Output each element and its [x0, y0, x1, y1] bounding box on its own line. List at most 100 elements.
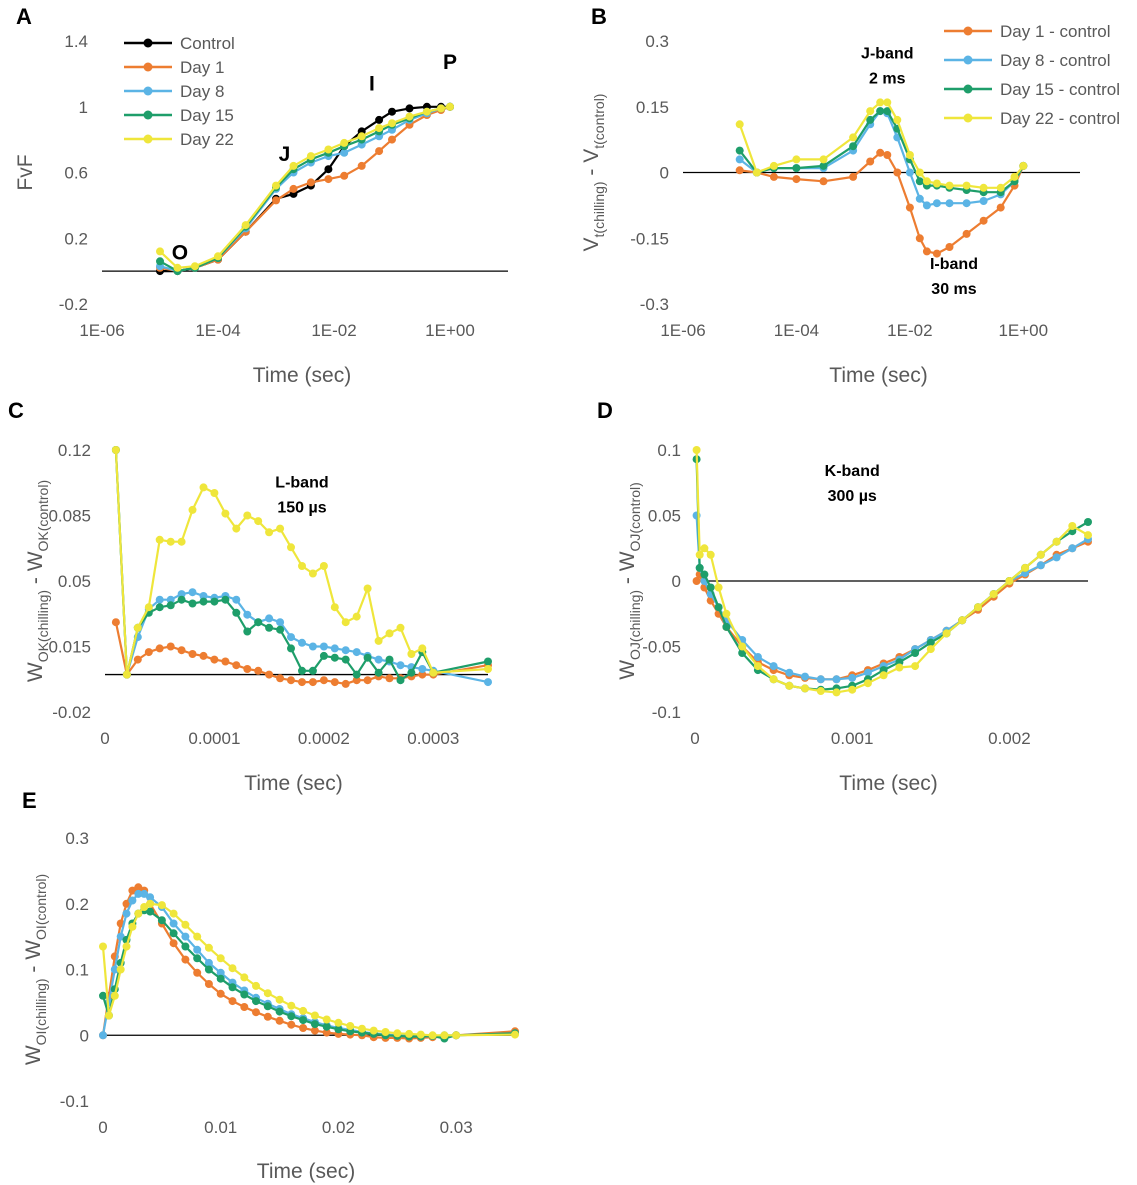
data-point-day8: [298, 638, 306, 647]
data-point-day22: [111, 446, 120, 454]
y-tick-label: -0.3: [640, 295, 669, 314]
panel-label: E: [22, 788, 37, 813]
data-point-day15: [819, 161, 828, 170]
y-axis-title-part: OJ(chilling): [627, 590, 643, 660]
data-point-day22: [240, 973, 249, 982]
x-tick-label: 0.0003: [407, 729, 459, 748]
data-point-day22: [306, 152, 315, 161]
series-group: [156, 102, 454, 276]
data-point-day22: [945, 181, 954, 190]
data-point-day1: [357, 161, 366, 170]
data-point-day1: [849, 172, 858, 181]
data-point-day1: [979, 216, 988, 225]
data-point-day22: [893, 115, 902, 124]
data-point-day22: [446, 102, 454, 111]
data-point-day8: [905, 168, 914, 177]
data-point-day1: [735, 166, 744, 175]
data-point-day8: [979, 197, 988, 205]
y-axis-title-part: OK(control): [35, 480, 51, 552]
data-point-day22: [1036, 550, 1045, 559]
data-point-day15: [883, 107, 892, 116]
data-point-day8: [735, 155, 744, 164]
x-axis-title: Time (sec): [257, 1160, 355, 1183]
data-point-day22: [876, 98, 885, 107]
data-point-day22: [816, 687, 825, 695]
data-point-day22: [769, 675, 778, 684]
y-tick-label: 0.05: [648, 507, 681, 526]
data-point-day1: [996, 203, 1005, 212]
y-tick-label: -0.02: [52, 703, 91, 722]
data-point-day8: [330, 644, 339, 653]
data-point-day22: [405, 1029, 414, 1038]
data-point-day22: [452, 1031, 461, 1040]
data-point-day1: [324, 175, 333, 184]
legend: Control Day 1 Day 8 Day 15 Day 22: [124, 34, 235, 149]
data-point-day22: [405, 112, 414, 121]
x-tick-label: 1E-02: [311, 321, 356, 340]
y-tick-label: -0.1: [652, 703, 681, 722]
y-tick-label: 0.12: [58, 441, 91, 460]
data-point-day1: [193, 968, 202, 977]
data-point-day15: [298, 666, 306, 675]
data-point-day15: [157, 916, 166, 925]
data-point-day15: [334, 1025, 343, 1034]
legend-label: Day 15 - control: [1000, 80, 1120, 99]
data-point-day15: [849, 142, 858, 151]
y-tick-label: 1.4: [64, 32, 88, 51]
x-tick-label: 1E-02: [887, 321, 932, 340]
y-tick-label: -0.1: [60, 1092, 89, 1111]
data-point-day1: [289, 184, 298, 193]
data-point-day1: [298, 678, 306, 687]
data-point-day15: [735, 146, 744, 155]
data-point-day8: [816, 675, 825, 684]
data-point-day1: [228, 997, 237, 1006]
data-point-day15: [240, 990, 249, 999]
data-point-control: [324, 165, 333, 174]
data-point-day15: [714, 603, 723, 612]
data-point-day8: [848, 673, 857, 682]
data-point-day8: [1068, 544, 1077, 553]
data-point-day22: [133, 623, 142, 632]
data-point-day8: [232, 595, 241, 604]
data-point-day22: [173, 263, 182, 272]
panel-label: D: [597, 398, 613, 423]
legend-label: Day 15: [180, 106, 234, 125]
data-point-day22: [989, 590, 998, 599]
data-point-day22: [769, 161, 778, 170]
data-point-day8: [863, 668, 872, 677]
y-tick-label: 0.1: [65, 961, 89, 980]
data-point-day22: [418, 644, 427, 653]
data-point-day22: [334, 1018, 343, 1027]
x-tick-label: 0.0001: [188, 729, 240, 748]
data-point-day1: [322, 1028, 331, 1037]
data-point-day1: [388, 135, 396, 144]
data-point-day8: [140, 889, 149, 898]
data-point-day15: [221, 595, 230, 604]
data-point-day22: [324, 145, 333, 154]
data-point-day15: [695, 563, 704, 572]
x-tick-label: 1E-04: [774, 321, 819, 340]
data-point-day22: [210, 489, 219, 497]
data-point-day22: [714, 583, 723, 592]
data-point-day1: [240, 1003, 249, 1011]
data-point-day1: [221, 657, 230, 666]
x-tick-label: 1E+00: [425, 321, 475, 340]
data-point-day15: [265, 623, 274, 632]
data-point-day15: [287, 1012, 296, 1021]
data-point-day15: [363, 653, 372, 662]
data-point-day22: [695, 550, 704, 559]
data-point-day22: [866, 107, 875, 116]
data-point-day1: [276, 674, 285, 683]
panel-label: B: [591, 4, 607, 29]
data-point-day1: [352, 676, 361, 685]
y-axis-title: FvF: [14, 154, 37, 190]
data-point-day22: [996, 183, 1005, 192]
data-point-day15: [352, 670, 361, 679]
data-point-day22: [104, 1011, 113, 1020]
data-point-day22: [263, 989, 272, 998]
legend-swatch-marker: [143, 62, 153, 72]
data-point-day8: [134, 889, 143, 898]
data-point-day8: [374, 655, 383, 664]
data-point-day22: [911, 662, 920, 671]
